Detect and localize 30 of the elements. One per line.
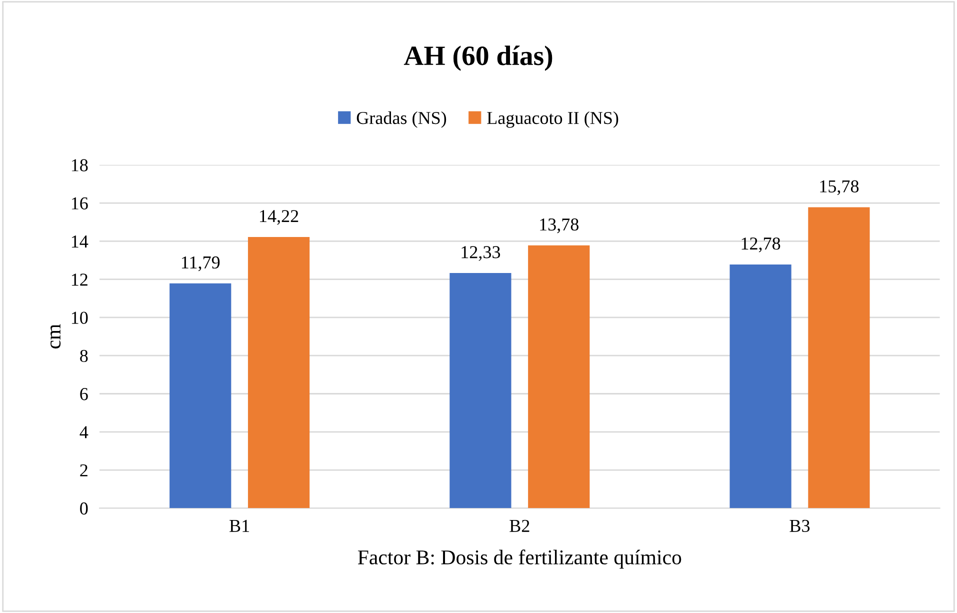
x-tick-label: B1 bbox=[230, 520, 250, 532]
bar bbox=[450, 273, 512, 508]
legend-label: Laguacoto II (NS) bbox=[487, 111, 618, 128]
data-label: 14,22 bbox=[260, 210, 298, 225]
y-tick-label: 12 bbox=[72, 274, 88, 286]
bar bbox=[528, 245, 590, 508]
bar bbox=[808, 207, 870, 508]
y-tick-label: 0 bbox=[80, 502, 88, 515]
y-axis-title: cm bbox=[50, 324, 61, 348]
y-tick-label: 6 bbox=[80, 388, 88, 400]
data-label: 15,78 bbox=[820, 180, 859, 196]
x-axis-title: Factor B: Dosis de fertilizante químico bbox=[358, 550, 682, 569]
y-tick-label: 8 bbox=[80, 350, 88, 362]
y-tick-label: 16 bbox=[72, 197, 88, 210]
data-label: 13,78 bbox=[540, 218, 578, 234]
y-tick-label: 18 bbox=[72, 159, 88, 172]
bar bbox=[248, 236, 310, 508]
y-tick-label: 10 bbox=[72, 312, 88, 324]
data-label: 12,33 bbox=[462, 246, 500, 261]
data-label: 12,78 bbox=[742, 237, 780, 252]
bar bbox=[730, 264, 792, 508]
legend-label: Gradas (NS) bbox=[356, 111, 446, 128]
x-tick-label: B2 bbox=[510, 520, 530, 532]
y-tick-label: 14 bbox=[72, 236, 88, 248]
y-tick-label: 4 bbox=[80, 426, 88, 438]
data-label: 11,79 bbox=[182, 256, 220, 272]
bar bbox=[170, 283, 232, 508]
y-tick-label: 2 bbox=[80, 464, 88, 476]
x-tick-label: B3 bbox=[790, 520, 810, 532]
chart-title: AH (60 días) bbox=[404, 46, 552, 71]
